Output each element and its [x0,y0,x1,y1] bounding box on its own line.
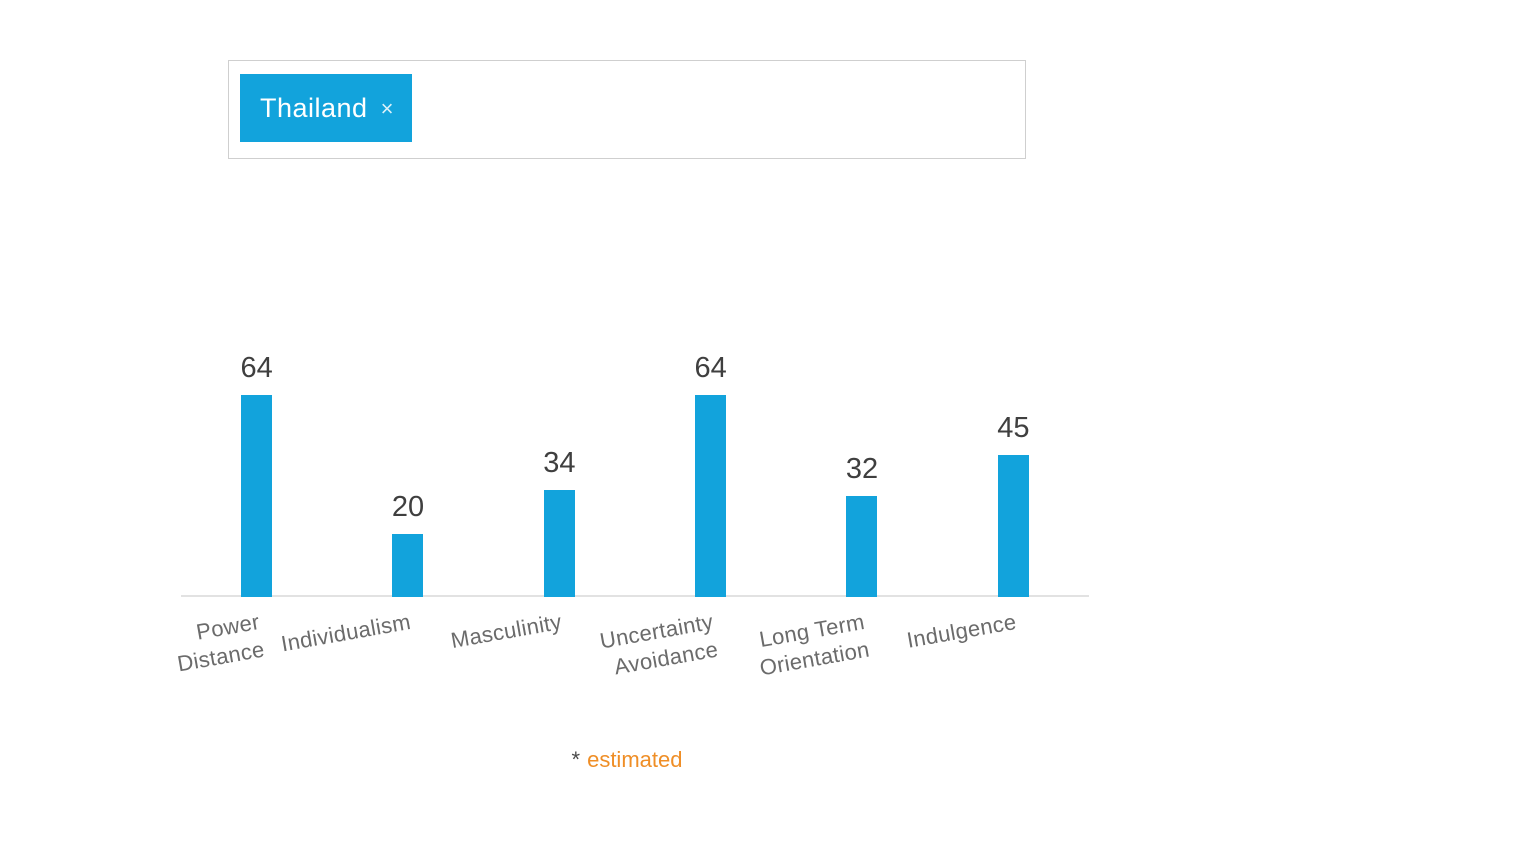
selected-country-label: Thailand [260,92,368,123]
bar-value-label: 32 [845,452,879,485]
bar-group-uncertainty-avoidance: 64 Uncertainty Avoidance [598,281,786,679]
x-axis-line [181,595,1089,597]
country-select-input[interactable]: Thailand × [228,60,1026,159]
bar-group-masculinity: 34 Masculinity [449,281,635,653]
bar-group-long-term-orientation: 32 Long Term Orientation [758,281,937,680]
hofstede-bar-chart: 64 Power Distance 20 Individualism 34 Masculin… [175,281,1089,680]
footnote: * estimated [227,747,1027,773]
bar-value-label: 45 [997,411,1030,444]
bar-value-label: 64 [240,351,273,384]
bar-masculinity [543,489,575,597]
bar-value-label: 34 [543,446,576,479]
category-label: Individualism [279,608,413,657]
bar-group-indulgence: 45 Indulgence [905,281,1089,653]
category-label: Indulgence [904,608,1018,653]
bar-long-term-orientation [846,495,878,597]
category-label: Power Distance [174,608,266,676]
category-label: Long Term Orientation [757,608,872,680]
bar-value-label: 20 [391,490,425,523]
bar-individualism [392,533,424,597]
bar-indulgence [997,454,1029,597]
category-label: Masculinity [449,608,564,654]
bar-group-individualism: 20 Individualism [279,281,483,656]
bar-value-label: 64 [694,351,727,384]
bar-group-power-distance: 64 Power Distance [175,281,332,676]
bar-power-distance [241,394,273,597]
footnote-marker: * [571,747,581,772]
category-label: Uncertainty Avoidance [598,608,720,679]
remove-country-icon[interactable]: × [380,96,394,121]
bar-uncertainty-avoidance [695,394,727,597]
selected-country-chip: Thailand × [240,74,413,142]
footnote-text: estimated [587,747,683,772]
